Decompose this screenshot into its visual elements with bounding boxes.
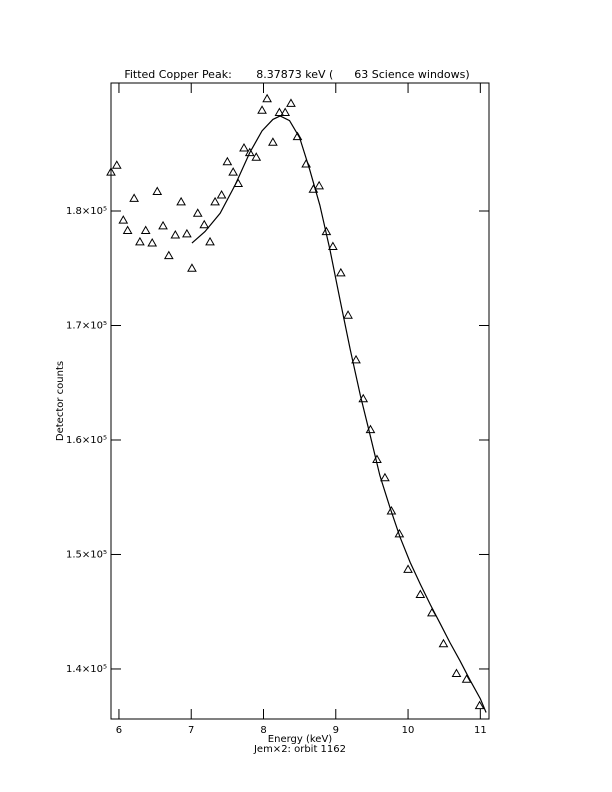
data-point	[403, 564, 413, 573]
data-point	[187, 263, 197, 272]
data-point	[205, 236, 215, 246]
plot-frame	[110, 82, 490, 720]
data-point	[147, 238, 158, 247]
data-point	[158, 220, 168, 230]
fit-line	[191, 115, 487, 713]
x-tick-label: 9	[333, 725, 339, 736]
data-point	[176, 196, 186, 206]
data-point	[438, 638, 449, 648]
data-point	[122, 225, 133, 234]
data-point	[380, 472, 390, 482]
data-point	[182, 228, 192, 238]
data-point	[111, 160, 122, 169]
data-point	[268, 137, 278, 146]
x-tick-label: 8	[260, 725, 266, 736]
data-point	[262, 93, 272, 103]
data-point	[328, 241, 338, 250]
data-point	[335, 267, 346, 277]
data-point	[257, 105, 267, 114]
x-tick-label: 10	[402, 725, 415, 736]
data-point	[152, 186, 163, 196]
data-point	[170, 230, 181, 239]
data-point	[386, 505, 397, 515]
subtitle: Jem×2: orbit 1162	[253, 744, 346, 755]
y-tick-label: 1.7×10⁵	[66, 320, 107, 331]
chart-title: Fitted Copper Peak: 8.37873 keV ( 63 Sci…	[124, 68, 469, 81]
data-point	[192, 208, 203, 217]
data-point	[280, 107, 291, 117]
y-axis-label: Detector counts	[55, 361, 66, 441]
x-axis-label: Energy (keV)	[268, 734, 333, 745]
data-point	[451, 668, 462, 678]
data-point	[210, 196, 220, 206]
y-tick-label: 1.5×10⁵	[66, 549, 107, 560]
data-point	[106, 167, 116, 176]
data-point	[140, 225, 151, 234]
data-point	[163, 250, 174, 260]
data-point	[244, 147, 255, 157]
data-point	[415, 589, 426, 599]
data-point	[228, 167, 239, 176]
data-point	[274, 107, 285, 117]
data-point	[461, 674, 472, 683]
data-point	[351, 354, 361, 364]
y-tick-label: 1.4×10⁵	[66, 664, 107, 675]
data-point	[474, 700, 485, 710]
y-tick-label: 1.8×10⁵	[66, 206, 107, 217]
data-point	[216, 189, 227, 199]
data-point	[118, 215, 129, 224]
data-point	[292, 131, 303, 141]
data-point	[251, 152, 262, 161]
y-tick-label: 1.6×10⁵	[66, 435, 107, 446]
data-point	[343, 310, 353, 319]
x-tick-label: 11	[474, 725, 487, 736]
data-point	[314, 180, 325, 190]
data-point	[239, 143, 249, 152]
data-point	[286, 98, 296, 107]
x-tick-label: 6	[116, 725, 122, 736]
x-tick-label: 7	[188, 725, 194, 736]
data-point	[129, 193, 139, 202]
data-point	[222, 156, 233, 166]
data-point	[135, 236, 145, 246]
data-point	[199, 219, 210, 229]
